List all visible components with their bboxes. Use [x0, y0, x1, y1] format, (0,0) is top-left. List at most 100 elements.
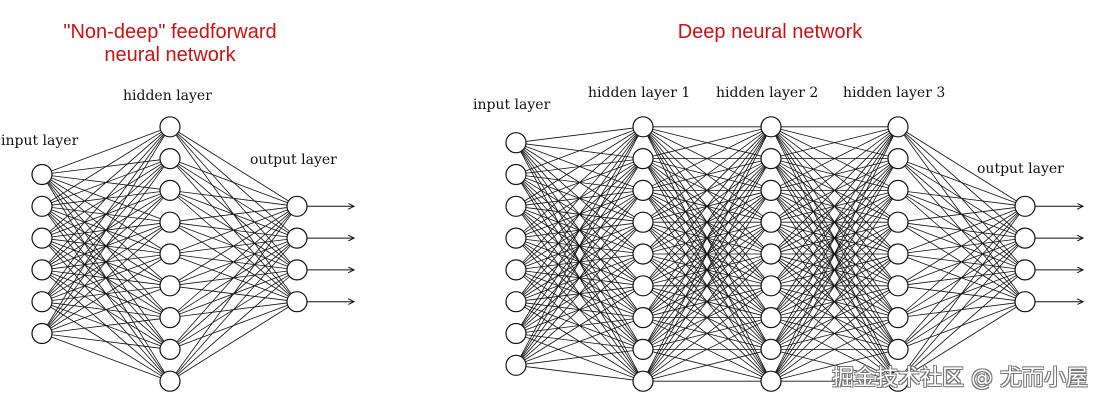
left-edge-l1-3-0	[179, 207, 288, 222]
left-edge-l1-8-0	[175, 214, 292, 374]
left-node-layer2-3	[286, 291, 308, 313]
right-node-layer3-2	[887, 179, 909, 201]
right-edge-l1-8-3	[648, 229, 766, 374]
right-edge-l0-6-0	[520, 135, 639, 326]
right-edge-l1-8-7	[652, 351, 762, 380]
right-edge-l0-7-0	[520, 135, 639, 357]
right-node-layer0-1	[505, 163, 527, 186]
right-node-layer4-3	[1014, 291, 1036, 313]
left-node-layer1-5	[159, 275, 181, 297]
right-edge-l0-5-0	[521, 134, 638, 294]
right-edge-l1-8-4	[649, 260, 765, 375]
left-edge-l1-8-1	[176, 245, 291, 374]
right-node-layer1-6	[632, 307, 654, 329]
right-node-layer2-7	[760, 338, 782, 360]
right-node-layer2-2	[760, 179, 782, 201]
left-edge-l0-5-6	[51, 318, 161, 333]
right-edge-l0-4-0	[522, 134, 637, 263]
right-node-layer4-0	[1014, 195, 1036, 217]
left-node-layer1-0	[159, 116, 181, 138]
right-edge-l3-7-0	[904, 213, 1019, 343]
right-node-layer2-8	[760, 370, 782, 392]
left-node-layer1-6	[159, 307, 181, 329]
right-node-layer3-1	[887, 148, 909, 170]
watermark: 掘金技术社区 @ 尤而小屋	[832, 366, 1088, 391]
right-node-layer0-7	[505, 354, 527, 376]
right-node-layer1-2	[632, 179, 654, 201]
left-edge-l1-8-2	[177, 276, 290, 375]
right-node-layer0-0	[505, 132, 527, 154]
right-edge-l2-8-6	[779, 321, 890, 378]
right-edge-l0-7-5	[524, 290, 635, 361]
left-edge-l0-5-3	[49, 228, 163, 328]
left-node-layer1-2	[159, 179, 181, 201]
left-output-layer-label: output layer	[250, 152, 337, 168]
left-edge-l0-2-0	[49, 133, 163, 232]
right-edge-l3-5-0	[906, 211, 1017, 281]
right-edge-l2-7-0	[775, 135, 894, 341]
right-node-layer1-0	[632, 116, 654, 138]
left-node-layer0-0	[31, 163, 53, 186]
left-node-layer1-3	[159, 211, 181, 233]
right-edge-l3-3-0	[907, 207, 1016, 222]
right-node-layer2-5	[760, 275, 782, 297]
left-edge-l1-0-0	[178, 131, 289, 202]
right-edge-l2-5-0	[776, 134, 893, 279]
right-edge-l3-0-0	[906, 131, 1017, 202]
right-title: Deep neural network	[677, 21, 863, 43]
right-edge-l1-8-2	[648, 198, 766, 374]
right-edge-l0-3-0	[523, 133, 636, 232]
right-node-layer1-1	[632, 148, 654, 170]
right-edge-l0-7-6	[525, 320, 634, 363]
left-edge-l1-2-0	[179, 191, 288, 206]
right-node-layer3-3	[887, 211, 909, 233]
left-edge-l0-5-2	[48, 197, 164, 327]
left-edge-l1-4-0	[179, 209, 288, 251]
right-hidden-layer-3-label: hidden layer 3	[843, 85, 946, 101]
right-edge-l2-8-7	[780, 351, 889, 380]
left-node-layer2-0	[286, 195, 308, 217]
left-node-layer0-5	[31, 322, 53, 345]
right-edge-l1-2-0	[651, 130, 763, 187]
right-edge-l2-2-0	[779, 130, 890, 187]
right-edge-l1-8-6	[651, 321, 763, 378]
left-title: "Non-deep" feedforward neural network	[20, 21, 320, 67]
left-edge-l0-5-1	[47, 166, 165, 326]
left-edge-l0-1-0	[50, 131, 162, 202]
left-hidden-layer-label: hidden layer	[123, 88, 212, 104]
right-edge-l3-8-3	[906, 306, 1017, 377]
right-input-layer-label: input layer	[473, 97, 551, 113]
right-edge-l2-1-0	[780, 128, 889, 157]
right-edge-l0-7-3	[522, 229, 637, 359]
right-node-layer3-5	[887, 275, 909, 297]
right-edge-l3-1-0	[907, 161, 1016, 204]
right-edge-l1-6-0	[648, 134, 766, 310]
right-node-layer3-8	[887, 370, 909, 392]
right-edge-l1-8-5	[650, 291, 764, 376]
right-edge-l1-4-0	[649, 133, 765, 248]
right-edge-l0-7-1	[520, 166, 639, 357]
left-edge-l1-6-0	[177, 212, 290, 312]
left-edge-l0-0-0	[51, 129, 161, 172]
right-edge-l0-7-2	[521, 198, 638, 358]
right-edge-l3-8-2	[905, 276, 1018, 375]
right-node-layer0-2	[505, 195, 527, 217]
left-edge-l0-3-0	[48, 133, 164, 263]
right-edge-l0-7-8	[525, 366, 634, 381]
left-title-line1: "Non-deep" feedforward	[63, 21, 277, 43]
right-edge-l0-2-0	[524, 131, 635, 202]
right-edge-l0-7-7	[525, 350, 634, 365]
left-title-line2: neural network	[104, 44, 236, 66]
right-node-layer3-6	[887, 307, 909, 329]
right-edge-l3-2-0	[907, 191, 1016, 206]
right-node-layer2-0	[760, 116, 782, 138]
right-edge-l0-0-0	[525, 127, 634, 142]
left-edge-l1-1-0	[179, 161, 288, 204]
right-edge-l1-1-0	[652, 128, 762, 157]
right-node-layer0-3	[505, 227, 527, 249]
left-edge-l1-8-3	[178, 306, 289, 377]
left-edge-l0-5-8	[51, 336, 161, 379]
left-node-layer0-1	[31, 195, 53, 217]
right-edge-l0-7-4	[523, 260, 636, 360]
